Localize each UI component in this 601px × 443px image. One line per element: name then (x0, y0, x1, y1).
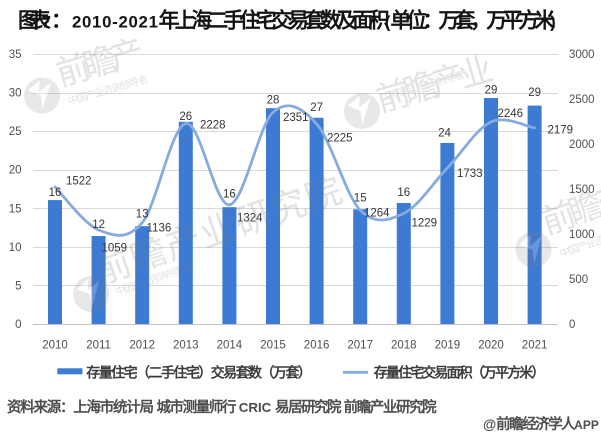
svg-text:29: 29 (485, 85, 498, 97)
svg-text:16: 16 (49, 187, 62, 199)
svg-text:13: 13 (136, 209, 149, 221)
svg-text:25: 25 (9, 126, 22, 138)
svg-text:2000: 2000 (569, 139, 595, 151)
svg-text:1324: 1324 (237, 213, 263, 225)
svg-text:2010: 2010 (42, 339, 68, 351)
svg-text:2500: 2500 (569, 94, 595, 106)
svg-text:2015: 2015 (260, 339, 286, 351)
svg-text:@前瞻经济学人APP: @前瞻经济学人APP (483, 415, 599, 433)
svg-text:2017: 2017 (347, 339, 373, 351)
svg-text:2013: 2013 (173, 339, 199, 351)
svg-text:2020: 2020 (478, 339, 504, 351)
svg-text:资料来源：上海市统计局 城市测量师行 CRIC 易居研究院: 资料来源：上海市统计局 城市测量师行 CRIC 易居研究院 前瞻产业研究院 (7, 398, 437, 416)
svg-text:1136: 1136 (147, 223, 172, 235)
svg-text:2018: 2018 (391, 339, 417, 351)
svg-text:29: 29 (528, 87, 541, 99)
svg-text:2225: 2225 (327, 133, 353, 145)
svg-text:2351: 2351 (283, 112, 309, 124)
svg-text:24: 24 (438, 128, 451, 140)
svg-text:16: 16 (397, 187, 410, 199)
svg-text:0: 0 (569, 319, 575, 331)
svg-text:1000: 1000 (569, 229, 595, 241)
svg-text:存量住宅交易面积（万平方米）: 存量住宅交易面积（万平方米） (374, 364, 546, 380)
svg-text:2012: 2012 (129, 339, 155, 351)
svg-text:16: 16 (223, 188, 236, 200)
svg-text:1059: 1059 (102, 243, 128, 255)
svg-text:2246: 2246 (498, 108, 524, 120)
svg-text:存量住宅（二手住宅）交易套数（万套）: 存量住宅（二手住宅）交易套数（万套） (86, 364, 311, 380)
svg-text:1500: 1500 (569, 184, 595, 196)
svg-text:2228: 2228 (200, 120, 226, 132)
svg-text:0: 0 (15, 319, 21, 331)
svg-text:10: 10 (9, 242, 22, 254)
svg-text:12: 12 (92, 219, 105, 231)
svg-text:1522: 1522 (66, 176, 92, 188)
svg-text:28: 28 (267, 95, 280, 107)
svg-text:2016: 2016 (304, 339, 330, 351)
svg-text:500: 500 (569, 274, 588, 286)
svg-text:26: 26 (179, 111, 192, 123)
svg-text:1733: 1733 (457, 168, 483, 180)
svg-text:15: 15 (354, 193, 367, 205)
svg-text:3000: 3000 (569, 49, 595, 61)
svg-text:30: 30 (9, 88, 22, 100)
svg-text:2179: 2179 (548, 125, 574, 137)
svg-text:图表7：2010-2021年上海二手住宅交易套数及面积(单位: 图表7：2010-2021年上海二手住宅交易套数及面积(单位：万套，万平方米) (18, 9, 556, 33)
svg-text:2014: 2014 (217, 339, 243, 351)
svg-text:1229: 1229 (412, 218, 438, 230)
svg-text:35: 35 (9, 49, 22, 61)
svg-text:2021: 2021 (522, 339, 548, 351)
svg-text:15: 15 (9, 203, 22, 215)
svg-text:5: 5 (15, 280, 21, 292)
svg-text:27: 27 (310, 102, 323, 114)
svg-text:2019: 2019 (435, 339, 461, 351)
svg-text:20: 20 (9, 165, 22, 177)
svg-text:1264: 1264 (364, 208, 390, 220)
svg-text:2011: 2011 (86, 339, 111, 351)
